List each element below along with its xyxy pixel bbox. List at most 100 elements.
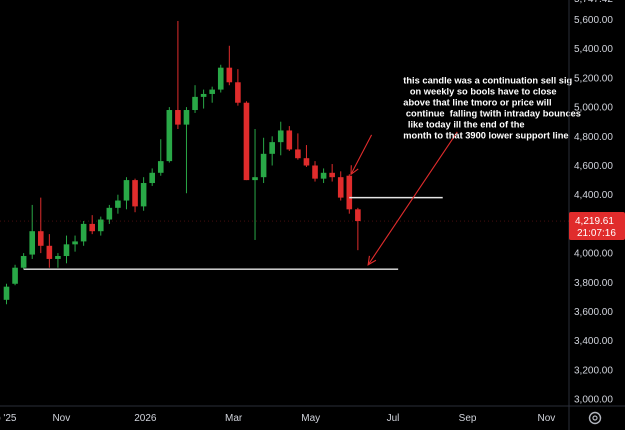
settings-gear-icon[interactable] [588,411,602,425]
candle [192,85,198,113]
candle-body [132,180,138,207]
candle [277,121,284,156]
candle [243,101,250,181]
annotation-line: this candle was a continuation sell sig [403,76,572,86]
price-tick-label: 4,800.00 [574,132,613,143]
candle-body [149,172,155,184]
candle-body [12,267,18,284]
candle-body [346,175,353,210]
last-price-badge [569,212,625,241]
price-tick-label: 3,800.00 [574,278,613,289]
price-axis[interactable]: 5,600.00 5,400.00 5,200.00 5,000.00 4,800.00… [574,0,613,406]
time-tick-label: Sep [459,413,477,424]
candle-body [106,207,113,220]
candle [200,89,207,109]
candle-body [243,102,250,181]
bar-countdown-timer: 21:07:16 [577,228,616,239]
candle-body [252,177,258,181]
candle-body [29,231,36,255]
candle [226,45,233,86]
price-tick-label: 3,600.00 [574,307,613,318]
candle-body [46,245,53,259]
arrow-head [367,255,377,266]
candle-body [312,165,318,179]
candle [209,86,215,103]
candle [80,220,87,246]
candle-body [140,183,147,207]
candlestick-series [3,20,361,305]
candle [269,136,275,166]
candle [37,197,44,254]
candle [63,235,70,264]
candle-body [355,209,361,222]
time-tick-label: Nov [538,413,556,424]
price-tick-label: 5,600.00 [574,15,613,26]
candle [320,168,327,184]
candle [72,235,78,252]
candle-body [157,161,164,173]
candle [355,207,361,251]
price-tick-label: 3,200.00 [574,365,613,376]
candle-body [226,67,233,83]
candle-body [3,286,10,300]
price-tick-label-clipped: 5,747.42 [574,0,613,5]
price-tick-label: 4,000.00 [574,249,613,260]
candle-body [303,158,310,166]
candle [217,64,224,93]
candle-body [183,110,190,125]
price-tick-label: 5,000.00 [574,103,613,114]
candle [55,253,61,268]
candle-body [235,82,241,103]
candle [295,133,301,160]
candle-body [337,177,344,198]
price-tick-label: 3,000.00 [574,395,613,406]
candle [132,178,138,213]
candle [97,216,104,236]
candle-body [286,130,293,150]
annotation-text: this candle was a continuation sell sig … [403,76,581,141]
candle [123,177,130,210]
time-tick-label: Nov [52,413,70,424]
time-tick-label: Sep '25 [0,413,17,424]
arrow-to-candle[interactable] [350,134,373,176]
candle-body [192,96,198,111]
annotation-line: like today ill the end of the [405,120,524,130]
time-tick-label: 2026 [134,413,157,424]
annotation-line: continue falling twith intraday bounces [403,109,581,119]
time-tick-label: Jul [387,413,400,424]
candle-body [175,110,181,125]
candle [183,107,190,194]
price-tick-label: 5,200.00 [574,73,613,84]
candle-body [277,130,284,143]
arrow-to-support[interactable] [367,131,458,266]
candle [115,194,121,214]
candle [3,283,10,305]
candle [46,234,53,268]
candle [346,174,353,214]
candle [286,126,293,151]
annotation-line: month to that 3900 lower support line [403,131,568,141]
annotation-line: above that line tmoro or price will [403,98,551,108]
candle-body [20,256,27,268]
time-tick-label: May [301,413,320,424]
candle [175,20,181,129]
candle-body [295,149,301,159]
candle-body [260,153,267,178]
candle-body [115,200,121,208]
candle [260,137,267,184]
candle-body [329,172,335,178]
candle-body [320,172,327,179]
candle-body [123,180,130,201]
last-price-value: 4,219.61 [575,216,614,227]
candle [166,107,173,163]
candle-body [80,223,87,242]
candle [303,145,310,167]
time-axis[interactable]: Sep '25 Nov 2026 Mar May Jul Sep Nov [0,413,555,424]
candle-body [166,110,173,162]
price-tick-label: 4,600.00 [574,161,613,172]
candle [157,139,164,176]
candle-body [37,231,44,246]
candle [140,177,147,211]
